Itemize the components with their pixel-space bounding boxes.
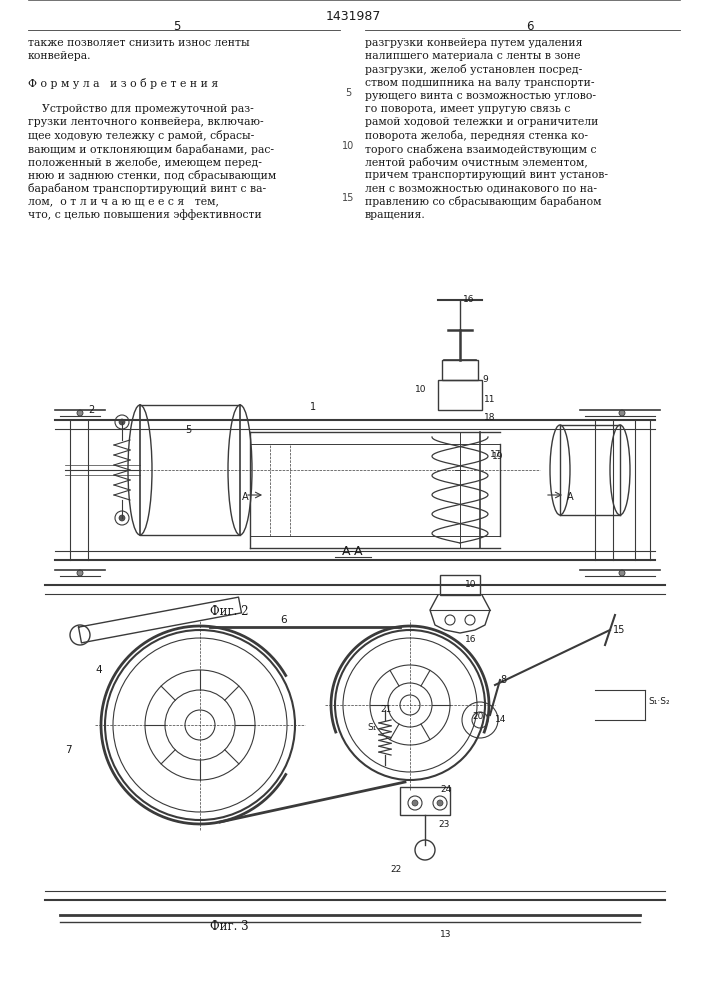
Text: Фиг. 3: Фиг. 3 bbox=[210, 920, 249, 933]
Text: разгрузки конвейера путем удаления: разгрузки конвейера путем удаления bbox=[365, 38, 583, 48]
Bar bbox=[400, 787, 450, 815]
Text: 13: 13 bbox=[440, 930, 452, 939]
Text: 14: 14 bbox=[495, 715, 506, 724]
Text: щее ходовую тележку с рамой, сбрасы-: щее ходовую тележку с рамой, сбрасы- bbox=[28, 130, 255, 141]
Text: 23: 23 bbox=[438, 820, 450, 829]
Text: S₁·S₂: S₁·S₂ bbox=[648, 697, 670, 706]
Circle shape bbox=[77, 570, 83, 576]
Text: рующего винта с возможностью углово-: рующего винта с возможностью углово- bbox=[365, 91, 596, 101]
Text: 9: 9 bbox=[482, 375, 488, 384]
Circle shape bbox=[119, 515, 125, 521]
Text: А: А bbox=[567, 492, 573, 502]
Text: 15: 15 bbox=[341, 193, 354, 203]
Text: S₁: S₁ bbox=[367, 723, 376, 732]
Text: 17: 17 bbox=[490, 450, 501, 459]
Text: 10: 10 bbox=[342, 141, 354, 151]
Bar bbox=[438, 380, 482, 410]
Text: А: А bbox=[242, 492, 249, 502]
Bar bbox=[442, 360, 478, 380]
Text: 8: 8 bbox=[500, 675, 506, 685]
Text: лом,  о т л и ч а ю щ е е с я   тем,: лом, о т л и ч а ю щ е е с я тем, bbox=[28, 196, 219, 206]
Text: 16: 16 bbox=[463, 295, 474, 304]
Circle shape bbox=[119, 419, 125, 425]
Text: 11: 11 bbox=[484, 395, 496, 404]
Text: торого снабжена взаимодействующим с: торого снабжена взаимодействующим с bbox=[365, 144, 597, 155]
Text: что, с целью повышения эффективности: что, с целью повышения эффективности bbox=[28, 210, 262, 220]
Text: 10: 10 bbox=[415, 385, 426, 394]
Text: лен с возможностью одинакового по на-: лен с возможностью одинакового по на- bbox=[365, 183, 597, 193]
Text: го поворота, имеет упругую связь с: го поворота, имеет упругую связь с bbox=[365, 104, 571, 114]
Text: 5: 5 bbox=[173, 20, 181, 33]
Text: 16: 16 bbox=[465, 635, 477, 644]
Text: ством подшипника на валу транспорти-: ством подшипника на валу транспорти- bbox=[365, 78, 595, 88]
Text: правлению со сбрасывающим барабаном: правлению со сбрасывающим барабаном bbox=[365, 196, 602, 207]
Text: 5: 5 bbox=[345, 88, 351, 98]
Text: Фиг. 2: Фиг. 2 bbox=[210, 605, 248, 618]
Circle shape bbox=[412, 800, 418, 806]
Text: разгрузки, желоб установлен посред-: разгрузки, желоб установлен посред- bbox=[365, 64, 583, 75]
Circle shape bbox=[619, 570, 625, 576]
Text: 2: 2 bbox=[88, 405, 94, 415]
Text: 6: 6 bbox=[526, 20, 534, 33]
Text: 1431987: 1431987 bbox=[325, 10, 380, 23]
Text: 21: 21 bbox=[380, 705, 392, 714]
Text: налипшего материала с ленты в зоне: налипшего материала с ленты в зоне bbox=[365, 51, 580, 61]
Text: 22: 22 bbox=[390, 865, 402, 874]
Text: 1: 1 bbox=[310, 402, 316, 412]
Text: положенный в желобе, имеющем перед-: положенный в желобе, имеющем перед- bbox=[28, 157, 262, 168]
Bar bbox=[440, 575, 480, 595]
Text: конвейера.: конвейера. bbox=[28, 51, 91, 61]
Text: вающим и отклоняющим барабанами, рас-: вающим и отклоняющим барабанами, рас- bbox=[28, 144, 274, 155]
Text: вращения.: вращения. bbox=[365, 210, 426, 220]
Text: 6: 6 bbox=[280, 615, 286, 625]
Text: 18: 18 bbox=[484, 413, 496, 422]
Text: 15: 15 bbox=[613, 625, 626, 635]
Circle shape bbox=[619, 410, 625, 416]
Text: Устройство для промежуточной раз-: Устройство для промежуточной раз- bbox=[28, 104, 254, 114]
Text: 19: 19 bbox=[492, 452, 503, 461]
Text: 24: 24 bbox=[440, 785, 451, 794]
Circle shape bbox=[437, 800, 443, 806]
Text: 7: 7 bbox=[65, 745, 71, 755]
Text: А-А: А-А bbox=[342, 545, 363, 558]
Text: поворота желоба, передняя стенка ко-: поворота желоба, передняя стенка ко- bbox=[365, 130, 588, 141]
Text: 20: 20 bbox=[472, 712, 484, 721]
Text: лентой рабочим очистным элементом,: лентой рабочим очистным элементом, bbox=[365, 157, 588, 168]
Text: 10: 10 bbox=[465, 580, 477, 589]
Text: также позволяет снизить износ ленты: также позволяет снизить износ ленты bbox=[28, 38, 250, 48]
Circle shape bbox=[77, 410, 83, 416]
Text: 5: 5 bbox=[185, 425, 192, 435]
Text: нюю и заднюю стенки, под сбрасывающим: нюю и заднюю стенки, под сбрасывающим bbox=[28, 170, 276, 181]
Text: рамой ходовой тележки и ограничители: рамой ходовой тележки и ограничители bbox=[365, 117, 598, 127]
Text: 4: 4 bbox=[95, 665, 102, 675]
Text: барабаном транспортирующий винт с ва-: барабаном транспортирующий винт с ва- bbox=[28, 183, 266, 194]
Text: причем транспортирующий винт установ-: причем транспортирующий винт установ- bbox=[365, 170, 608, 180]
Text: грузки ленточного конвейера, включаю-: грузки ленточного конвейера, включаю- bbox=[28, 117, 264, 127]
Text: Ф о р м у л а   и з о б р е т е н и я: Ф о р м у л а и з о б р е т е н и я bbox=[28, 78, 218, 89]
